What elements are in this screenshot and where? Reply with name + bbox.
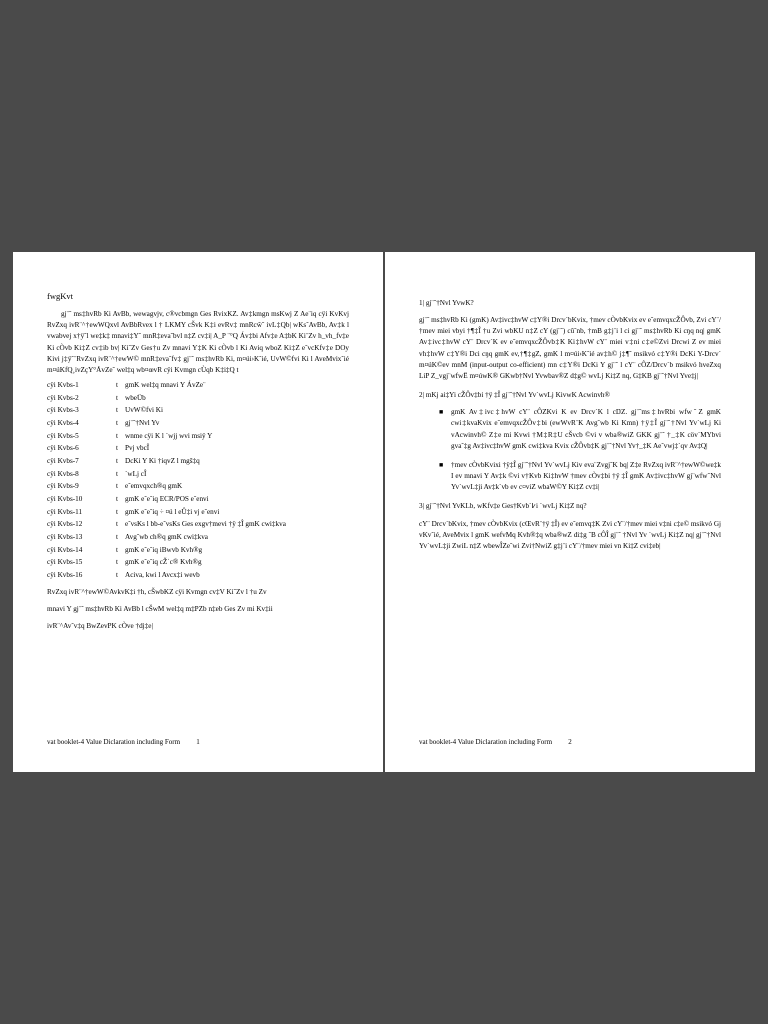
list-item-sep: t (109, 418, 125, 429)
footer-title-left: vat booklet-4 Value Diclaration includin… (47, 737, 188, 748)
page1-list: cÿi Kvbs-1tgmK wel‡q mnavi Y ÁvZe¨cÿi Kv… (47, 380, 349, 581)
list-item-value: gmK wel‡q mnavi Y ÁvZe¨ (125, 380, 349, 391)
list-item-sep: t (109, 481, 125, 492)
list-item-value: gmK eˆeˆiq ECR/POS eˆenvi (125, 494, 349, 505)
q3-heading: 3| gj¨ˆ†Nvl YvKLb, wKfv‡e Ges†Kvb`߇i `wv… (419, 501, 721, 512)
list-item-sep: t (109, 380, 125, 391)
page-left: fwgKvt gj¨ˆ ms‡hvRb Ki AvBb, wewagvjv, c… (13, 252, 383, 772)
list-item-sep: t (109, 507, 125, 518)
list-item-value: Pvj vbcÎ (125, 443, 349, 454)
list-item-key: cÿi Kvbs-2 (47, 393, 109, 404)
page-spread: fwgKvt gj¨ˆ ms‡hvRb Ki AvBb, wewagvjv, c… (13, 252, 755, 772)
list-item-sep: t (109, 494, 125, 505)
list-item-value: eˆvsKs l bb-eˆvsKs Ges exgv†mevi †ÿ ‡Î g… (125, 519, 349, 530)
page-left-footer: vat booklet-4 Value Diclaration includin… (47, 737, 349, 748)
list-item-value: Avgˆwb ch®q gmK cwi‡kva (125, 532, 349, 543)
list-item-value: gmK eˆeˆiq ÷ ¤ú l eÛ‡i vj eˆenvi (125, 507, 349, 518)
page1-after2: mnavi Y gj¨ˆ ms‡hvRb Ki AvBb l cŠwM wel‡… (47, 604, 349, 615)
q1-answer: gj¨ˆ ms‡hvRb Ki (gmK) Av‡ivc‡hvW c‡Y®i D… (419, 315, 721, 382)
list-item-value: gj¨ˆ†Nvl Yv (125, 418, 349, 429)
list-item-value: `wLj cÎ (125, 469, 349, 480)
list-item-value: DcKi Y Ki †iqvZ l mgš‡q (125, 456, 349, 467)
list-item-key: cÿi Kvbs-9 (47, 481, 109, 492)
list-item-key: cÿi Kvbs-14 (47, 545, 109, 556)
list-item-value: gmK eˆeˆiq iBwvb Kvh®g (125, 545, 349, 556)
list-item-key: cÿi Kvbs-8 (47, 469, 109, 480)
q1-heading: 1| gj¨ˆ†Nvl YvwK? (419, 298, 721, 309)
page1-after1: RvZxq ivR¨^†ewW©AvkvK‡i †h, cŠwbKZ cÿi K… (47, 587, 349, 598)
list-item: cÿi Kvbs-12teˆvsKs l bb-eˆvsKs Ges exgv†… (47, 519, 349, 530)
list-item-key: cÿi Kvbs-4 (47, 418, 109, 429)
page-right-footer: vat booklet-4 Value Diclaration includin… (419, 737, 721, 748)
footer-pageno-left: 1 (188, 737, 208, 748)
q2-heading: 2| mKj ai‡Yi cŽÔv‡bi †ÿ ‡Î gj¨ˆ†Nvl Yv`w… (419, 390, 721, 401)
list-item-key: cÿi Kvbs-13 (47, 532, 109, 543)
list-item-value: wbeÜb (125, 393, 349, 404)
list-item-sep: t (109, 570, 125, 581)
list-item-key: cÿi Kvbs-1 (47, 380, 109, 391)
list-item-sep: t (109, 545, 125, 556)
list-item: cÿi Kvbs-14tgmK eˆeˆiq iBwvb Kvh®g (47, 545, 349, 556)
list-item-sep: t (109, 431, 125, 442)
bullet-item: ■†mev cÒvbKvixi †ÿ‡Î gj¨ˆ†Nvl Yv`wvLj Ki… (439, 460, 721, 493)
list-item-value: UvW©fvi Ki (125, 405, 349, 416)
list-item: cÿi Kvbs-10tgmK eˆeˆiq ECR/POS eˆenvi (47, 494, 349, 505)
list-item: cÿi Kvbs-13tAvgˆwb ch®q gmK cwi‡kva (47, 532, 349, 543)
q3-answer: cY¨ Drcv`bKvix, †mev cÒvbKvix (cŒvR¨†ÿ ‡… (419, 519, 721, 552)
list-item: cÿi Kvbs-5twnme cÿi K l `wjj wvi msiÿ Y (47, 431, 349, 442)
page-right-body: 1| gj¨ˆ†Nvl YvwK? gj¨ˆ ms‡hvRb Ki (gmK) … (419, 290, 721, 729)
list-item-key: cÿi Kvbs-3 (47, 405, 109, 416)
page1-intro: gj¨ˆ ms‡hvRb Ki AvBb, wewagvjv, c®vcbmgn… (47, 309, 349, 376)
list-item-key: cÿi Kvbs-10 (47, 494, 109, 505)
page1-after3: ivR¨^Avˆv‡q BwZevPK cÒve †dj‡e| (47, 621, 349, 632)
list-item-sep: t (109, 469, 125, 480)
footer-title-right: vat booklet-4 Value Diclaration includin… (419, 737, 560, 748)
list-item: cÿi Kvbs-16tAciva, kwi l Avcx‡i wevb (47, 570, 349, 581)
list-item: cÿi Kvbs-6tPvj vbcÎ (47, 443, 349, 454)
list-item-key: cÿi Kvbs-16 (47, 570, 109, 581)
bullet-marker-icon: ■ (439, 407, 451, 452)
list-item-sep: t (109, 456, 125, 467)
bullet-text: †mev cÒvbKvixi †ÿ‡Î gj¨ˆ†Nvl Yv`wvLj Kiv… (451, 460, 721, 493)
list-item-sep: t (109, 532, 125, 543)
bullet-marker-icon: ■ (439, 460, 451, 493)
list-item-value: wnme cÿi K l `wjj wvi msiÿ Y (125, 431, 349, 442)
list-item-key: cÿi Kvbs-12 (47, 519, 109, 530)
list-item: cÿi Kvbs-2twbeÜb (47, 393, 349, 404)
list-item-sep: t (109, 405, 125, 416)
list-item: cÿi Kvbs-3tUvW©fvi Ki (47, 405, 349, 416)
bullet-text: gmK Av‡ivc‡hvW cY¨ cÔZKvi K ev Drcv`K l … (451, 407, 721, 452)
list-item-key: cÿi Kvbs-15 (47, 557, 109, 568)
list-item-sep: t (109, 557, 125, 568)
list-item: cÿi Kvbs-4tgj¨ˆ†Nvl Yv (47, 418, 349, 429)
list-item-value: gmK eˆeˆiq cŽˈc® Kvh®g (125, 557, 349, 568)
list-item: cÿi Kvbs-7tDcKi Y Ki †iqvZ l mgš‡q (47, 456, 349, 467)
list-item-value: Aciva, kwi l Avcx‡i wevb (125, 570, 349, 581)
list-item: cÿi Kvbs-15tgmK eˆeˆiq cŽˈc® Kvh®g (47, 557, 349, 568)
list-item-key: cÿi Kvbs-11 (47, 507, 109, 518)
footer-pageno-right: 2 (560, 737, 580, 748)
bullet-item: ■gmK Av‡ivc‡hvW cY¨ cÔZKvi K ev Drcv`K l… (439, 407, 721, 452)
list-item: cÿi Kvbs-11tgmK eˆeˆiq ÷ ¤ú l eÛ‡i vj eˆ… (47, 507, 349, 518)
list-item: cÿi Kvbs-1tgmK wel‡q mnavi Y ÁvZe¨ (47, 380, 349, 391)
page-right: 1| gj¨ˆ†Nvl YvwK? gj¨ˆ ms‡hvRb Ki (gmK) … (385, 252, 755, 772)
q2-bullets: ■gmK Av‡ivc‡hvW cY¨ cÔZKvi K ev Drcv`K l… (439, 407, 721, 493)
list-item-value: eˆemvqxch®q gmK (125, 481, 349, 492)
list-item: cÿi Kvbs-9teˆemvqxch®q gmK (47, 481, 349, 492)
list-item-sep: t (109, 519, 125, 530)
page1-title: fwgKvt (47, 290, 349, 303)
list-item-key: cÿi Kvbs-5 (47, 431, 109, 442)
list-item-sep: t (109, 393, 125, 404)
page-left-body: fwgKvt gj¨ˆ ms‡hvRb Ki AvBb, wewagvjv, c… (47, 290, 349, 729)
list-item-key: cÿi Kvbs-7 (47, 456, 109, 467)
list-item-key: cÿi Kvbs-6 (47, 443, 109, 454)
list-item-sep: t (109, 443, 125, 454)
list-item: cÿi Kvbs-8t`wLj cÎ (47, 469, 349, 480)
